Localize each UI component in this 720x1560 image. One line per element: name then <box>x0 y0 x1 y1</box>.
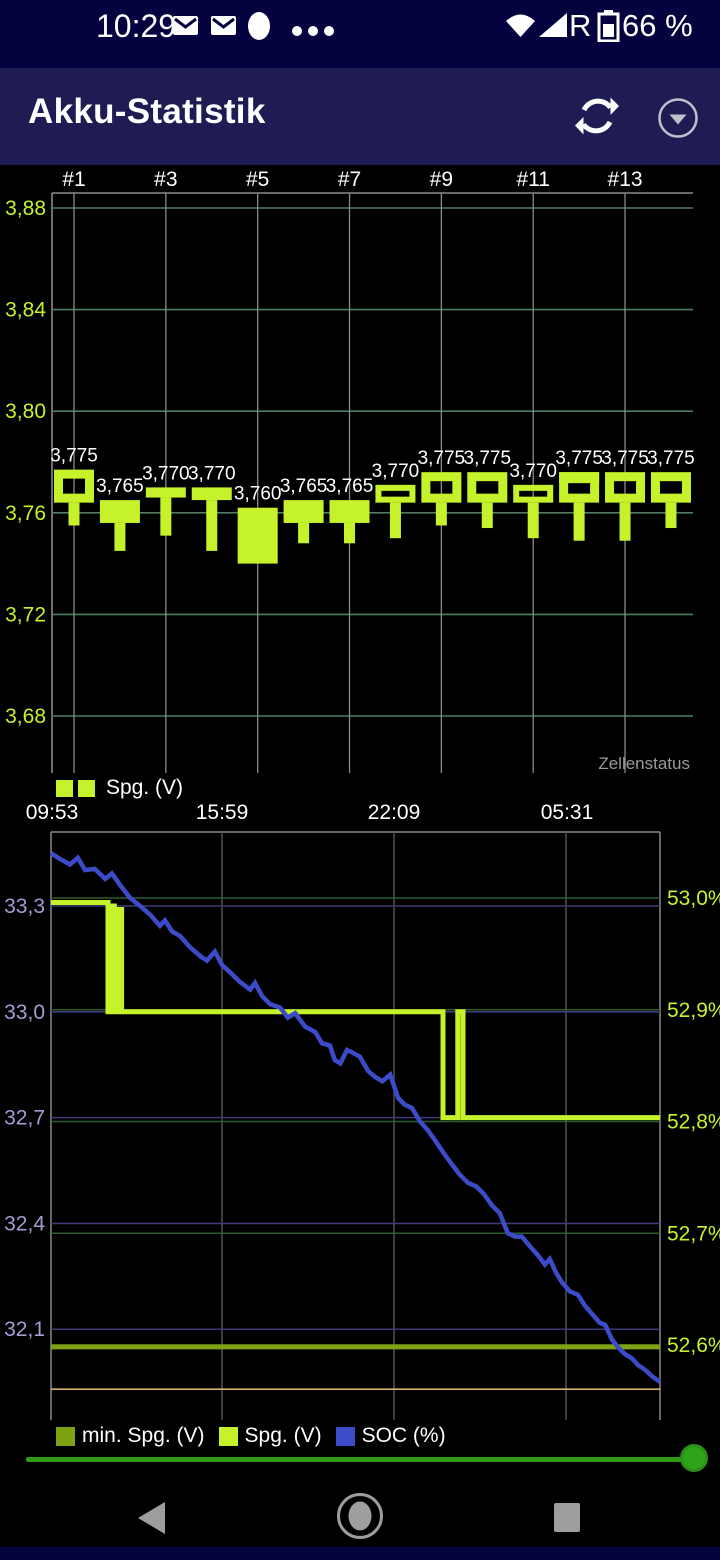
svg-text:3,72: 3,72 <box>5 603 46 626</box>
svg-text:3,775: 3,775 <box>50 446 98 467</box>
svg-text:3,765: 3,765 <box>326 476 374 497</box>
svg-text:#7: #7 <box>338 168 361 191</box>
page-title: Akku-Statistik <box>28 92 266 131</box>
envelope-icon <box>173 16 198 35</box>
svg-text:32,7: 32,7 <box>4 1107 45 1130</box>
svg-text:3,80: 3,80 <box>5 400 46 423</box>
legend-label: Spg. (V) <box>106 776 184 799</box>
svg-text:3,765: 3,765 <box>280 476 328 497</box>
time-axis-labels: 09:53 15:59 22:09 05:31 <box>0 801 720 827</box>
wifi-icon <box>506 14 535 37</box>
svg-text:#3: #3 <box>154 168 177 191</box>
voltage-soc-chart[interactable]: 33,3 33,0 32,7 32,4 32,1 53,0% 52,9% 52,8% 52,7%… <box>0 826 720 1426</box>
clock: 10:29 <box>96 8 177 44</box>
time-tick-label: 15:59 <box>195 801 249 824</box>
recents-button[interactable] <box>554 1503 580 1532</box>
svg-text:3,760: 3,760 <box>234 484 282 505</box>
time-tick-label: 22:09 <box>367 801 421 824</box>
legend-swatch-spg <box>218 1426 238 1446</box>
svg-text:33,3: 33,3 <box>4 895 45 918</box>
legend-label-spg: Spg. (V) <box>244 1424 322 1447</box>
home-button[interactable] <box>334 1490 386 1542</box>
status-bar: 10:29 R 66 % <box>0 0 720 68</box>
cell-chart-legend: Spg. (V) <box>56 776 184 799</box>
legend-swatch <box>56 779 73 797</box>
svg-text:3,76: 3,76 <box>5 502 46 525</box>
chart-caption: Zellenstatus <box>598 754 690 773</box>
circle-notification-icon <box>248 12 270 40</box>
svg-text:3,765: 3,765 <box>96 476 144 497</box>
time-range-slider[interactable] <box>0 1440 720 1480</box>
svg-text:3,770: 3,770 <box>142 463 190 484</box>
svg-text:3,775: 3,775 <box>418 448 466 469</box>
back-button[interactable] <box>138 1502 165 1534</box>
time-tick-label: 05:31 <box>540 801 594 824</box>
time-tick-label: 09:53 <box>25 801 79 824</box>
more-notifications-icon <box>292 26 334 36</box>
svg-text:3,770: 3,770 <box>372 461 420 482</box>
android-nav-bar <box>0 1488 720 1547</box>
svg-text:32,4: 32,4 <box>4 1212 45 1235</box>
svg-text:3,68: 3,68 <box>5 705 46 728</box>
svg-text:33,0: 33,0 <box>4 1001 45 1024</box>
cell-voltage-chart[interactable]: 3,88 3,84 3,80 3,76 3,72 3,68 #1 #3 #5 #7 #9 #11 #13… <box>0 165 720 805</box>
collapse-dropdown-button[interactable] <box>656 96 700 140</box>
svg-text:3,88: 3,88 <box>5 197 46 220</box>
svg-text:53,0%: 53,0% <box>667 887 720 910</box>
svg-text:3,775: 3,775 <box>647 448 695 469</box>
svg-text:#13: #13 <box>608 168 643 191</box>
svg-text:52,6%: 52,6% <box>667 1334 720 1357</box>
bottom-inset-strip <box>0 1547 720 1560</box>
chevron-down-icon <box>669 114 687 125</box>
svg-text:3,775: 3,775 <box>555 448 603 469</box>
app-bar: Akku-Statistik <box>0 68 720 165</box>
slider-track[interactable] <box>26 1457 692 1462</box>
legend-swatch-min-spg <box>56 1426 75 1446</box>
legend-label-soc: SOC (%) <box>361 1424 446 1447</box>
svg-text:52,7%: 52,7% <box>667 1222 720 1245</box>
cell-signal-icon <box>539 13 567 37</box>
svg-text:3,775: 3,775 <box>601 448 649 469</box>
legend-label-min-spg: min. Spg. (V) <box>82 1424 205 1447</box>
battery-percent: 66 % <box>622 8 693 43</box>
svg-text:#9: #9 <box>430 168 453 191</box>
svg-text:3,770: 3,770 <box>188 463 236 484</box>
svg-text:3,84: 3,84 <box>5 299 46 322</box>
legend-swatch <box>78 779 95 797</box>
svg-text:32,1: 32,1 <box>4 1318 45 1341</box>
svg-text:#5: #5 <box>246 168 269 191</box>
svg-text:3,770: 3,770 <box>509 461 557 482</box>
svg-text:3,775: 3,775 <box>464 448 512 469</box>
svg-text:#11: #11 <box>516 168 549 191</box>
svg-text:#1: #1 <box>62 168 85 191</box>
legend-swatch-soc <box>335 1426 355 1446</box>
svg-text:52,9%: 52,9% <box>667 999 720 1022</box>
refresh-button[interactable] <box>573 92 621 140</box>
network-type-indicator: R <box>569 8 592 43</box>
svg-text:52,8%: 52,8% <box>667 1111 720 1134</box>
slider-thumb[interactable] <box>680 1444 708 1472</box>
battery-icon <box>597 10 620 42</box>
time-chart-legend: min. Spg. (V) Spg. (V) SOC (%) <box>56 1424 460 1448</box>
envelope-icon <box>211 16 236 35</box>
